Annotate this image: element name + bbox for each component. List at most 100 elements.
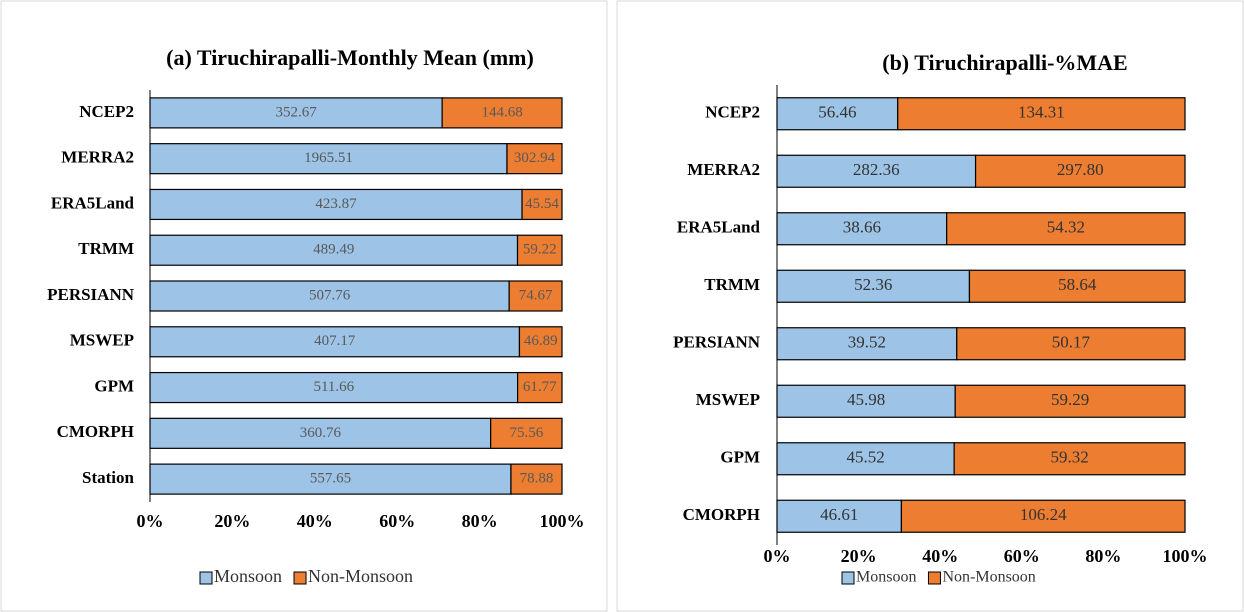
x-tick-label: 60% (379, 511, 415, 531)
x-tick-label: 100% (540, 511, 585, 531)
data-label: 56.46 (818, 103, 856, 122)
bar-segment (776, 384, 956, 418)
data-label: 302.94 (514, 150, 556, 166)
data-label: 1965.51 (304, 150, 353, 166)
bar-segment (776, 269, 971, 303)
y-tick-label: NCEP2 (79, 102, 134, 121)
y-tick-label: CMORPH (683, 505, 760, 524)
data-label: 557.65 (310, 471, 351, 487)
x-tick-label: 80% (1085, 546, 1121, 566)
bar-segment (953, 442, 1186, 476)
data-label: 507.76 (309, 287, 351, 303)
bar-segment (946, 212, 1186, 246)
bar-segment (900, 499, 1186, 533)
data-label: 511.66 (313, 379, 354, 395)
bar-segment (490, 417, 563, 449)
legend-label: Monsoon (856, 569, 916, 586)
legend-swatch (841, 571, 855, 585)
bar-segment (968, 269, 1186, 303)
data-label: 45.54 (525, 196, 559, 212)
data-label: 52.36 (854, 275, 892, 294)
data-label: 45.52 (846, 448, 884, 467)
data-label: 54.32 (1047, 218, 1085, 237)
data-label: 144.68 (481, 104, 522, 120)
bar-segment (149, 280, 510, 312)
bar-segment (954, 384, 1186, 418)
legend-swatch (293, 571, 307, 585)
chart-title: (a) Tiruchirapalli-Monthly Mean (mm) (166, 45, 534, 70)
x-tick-label: 100% (1163, 546, 1208, 566)
bar-segment (149, 234, 519, 266)
data-label: 46.89 (524, 333, 558, 349)
bar-segment (149, 463, 512, 495)
y-tick-label: PERSIANN (673, 333, 761, 352)
data-label: 59.32 (1050, 448, 1088, 467)
x-tick-label: 40% (922, 546, 958, 566)
bar-segment (776, 442, 955, 476)
data-label: 489.49 (313, 242, 354, 258)
data-label: 50.17 (1052, 333, 1091, 352)
data-label: 352.67 (275, 104, 317, 120)
legend-swatch (199, 571, 213, 585)
data-label: 59.22 (523, 242, 557, 258)
bar-segment (149, 326, 521, 358)
y-tick-label: GPM (720, 448, 760, 467)
data-label: 423.87 (315, 196, 357, 212)
bar-segment (508, 280, 563, 312)
bar-segment (149, 371, 519, 404)
bar-segment (517, 371, 563, 404)
bar-segment (506, 143, 563, 175)
data-label: 45.98 (847, 390, 885, 409)
data-label: 360.76 (300, 425, 342, 441)
y-tick-label: NCEP2 (705, 103, 760, 122)
y-tick-label: Station (82, 468, 135, 487)
y-tick-label: MERRA2 (61, 148, 134, 167)
y-tick-label: ERA5Land (51, 193, 135, 212)
data-label: 106.24 (1020, 505, 1067, 524)
data-label: 58.64 (1058, 275, 1097, 294)
data-label: 39.52 (848, 333, 886, 352)
bar-segment (521, 188, 563, 221)
bar-segment (441, 97, 563, 129)
data-label: 59.29 (1051, 390, 1089, 409)
x-tick-label: 0% (137, 511, 164, 531)
bar-segment (510, 463, 563, 495)
data-label: 282.36 (853, 160, 900, 179)
y-tick-label: TRMM (704, 275, 760, 294)
y-tick-label: MERRA2 (687, 160, 760, 179)
legend-swatch (927, 571, 941, 585)
chart-title: (b) Tiruchirapalli-%MAE (882, 50, 1127, 75)
x-tick-label: 20% (214, 511, 250, 531)
y-tick-label: ERA5Land (677, 218, 761, 237)
bar-segment (516, 234, 563, 266)
bar-segment (776, 154, 977, 188)
data-label: 78.88 (520, 471, 554, 487)
y-tick-label: PERSIANN (47, 285, 135, 304)
bar-segment (149, 97, 443, 129)
legend-label: Non-Monsoon (308, 566, 413, 586)
x-tick-label: 20% (841, 546, 877, 566)
data-label: 38.66 (843, 218, 881, 237)
data-label: 75.56 (509, 425, 543, 441)
x-tick-label: 60% (1004, 546, 1040, 566)
legend-label: Non-Monsoon (942, 569, 1035, 586)
y-tick-label: MSWEP (70, 331, 134, 350)
bar-segment (149, 417, 492, 449)
bar-segment (776, 97, 899, 131)
data-label: 46.61 (820, 505, 858, 524)
bar-segment (518, 326, 563, 358)
bar-segment (974, 154, 1186, 188)
x-tick-label: 80% (462, 511, 498, 531)
data-label: 134.31 (1018, 103, 1065, 122)
data-label: 61.77 (523, 379, 557, 395)
bar-segment (956, 327, 1186, 361)
x-tick-label: 0% (764, 546, 791, 566)
bar-segment (776, 499, 903, 533)
x-tick-label: 40% (297, 511, 333, 531)
data-label: 407.17 (314, 333, 356, 349)
bar-segment (897, 97, 1186, 131)
y-tick-label: CMORPH (57, 422, 134, 441)
y-tick-label: GPM (94, 376, 134, 395)
legend-label: Monsoon (214, 566, 282, 586)
